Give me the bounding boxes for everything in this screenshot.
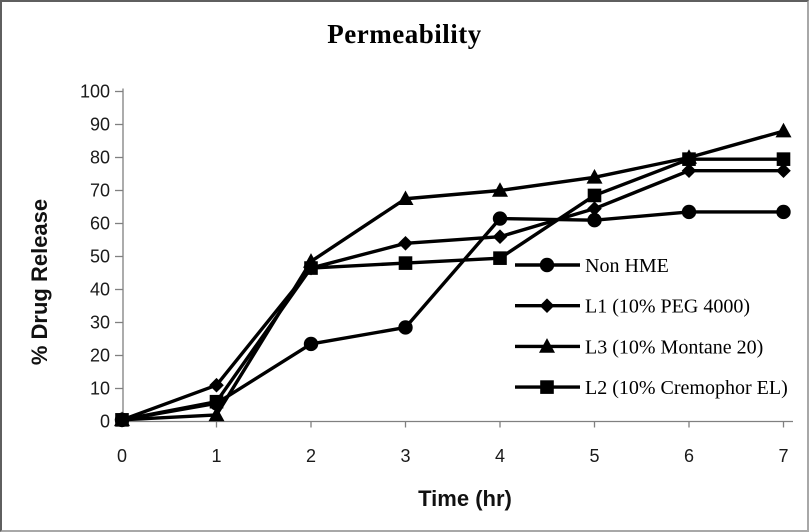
series-3-marker (209, 394, 224, 409)
y-tick-label: 0 (100, 412, 110, 432)
y-tick-label: 90 (90, 115, 110, 135)
legend-triangle-icon (539, 338, 555, 353)
x-tick-label: 7 (778, 446, 788, 466)
series-1-marker (492, 229, 508, 244)
series-0-marker (587, 213, 602, 228)
series-1-marker (681, 163, 697, 178)
y-tick-label: 80 (90, 148, 110, 168)
y-tick-label: 50 (90, 247, 110, 267)
legend-diamond-icon (539, 298, 555, 313)
x-axis-title: Time (hr) (418, 486, 512, 511)
legend-label: L3 (10% Montane 20) (585, 336, 763, 358)
x-tick-label: 5 (589, 446, 599, 466)
legend-label: L2 (10% Cremophor EL) (585, 377, 788, 399)
series-3-line (120, 157, 786, 422)
chart-title: Permeability (327, 19, 482, 49)
series-3-marker (776, 152, 791, 166)
series-3-marker (304, 261, 318, 275)
x-tick-label: 6 (684, 446, 694, 466)
series-0-line (120, 210, 786, 422)
series-1-marker (398, 236, 413, 251)
series-3-marker (398, 256, 413, 270)
x-tick-label: 3 (400, 446, 410, 466)
series-2-marker (397, 190, 414, 206)
legend-square-icon (540, 380, 554, 394)
series-2-marker (775, 122, 792, 138)
series-3-marker (493, 251, 507, 265)
series-1-marker (776, 163, 791, 178)
series-3-marker (115, 413, 129, 427)
x-tick-label: 1 (211, 446, 221, 466)
x-tick-label: 2 (306, 446, 316, 466)
series-2-marker (492, 182, 508, 197)
series-3-marker (587, 188, 602, 203)
y-tick-label: 10 (90, 379, 110, 399)
series-0-marker (398, 320, 413, 335)
y-tick-label: 100 (80, 82, 110, 102)
series-2-line (120, 129, 786, 422)
series-0-marker (681, 204, 697, 220)
legend-label: L1 (10% PEG 4000) (585, 296, 750, 318)
y-tick-label: 20 (90, 346, 110, 366)
series-2-marker (586, 169, 603, 184)
legend-circle-icon (539, 257, 555, 273)
x-tick-label: 4 (495, 446, 505, 466)
y-tick-label: 30 (90, 313, 110, 333)
series-0-marker (492, 211, 508, 226)
series-1-marker (587, 201, 602, 216)
y-tick-label: 70 (90, 181, 110, 201)
series-2-marker (208, 406, 225, 422)
legend-label: Non HME (585, 255, 669, 277)
series-3-marker (682, 152, 696, 166)
x-tick-label: 0 (117, 446, 127, 466)
y-tick-label: 40 (90, 280, 110, 300)
series-0-marker (303, 336, 319, 352)
y-tick-label: 60 (90, 214, 110, 234)
series-1-marker (209, 377, 224, 393)
series-0-marker (776, 204, 791, 220)
series-1-line (120, 168, 786, 422)
